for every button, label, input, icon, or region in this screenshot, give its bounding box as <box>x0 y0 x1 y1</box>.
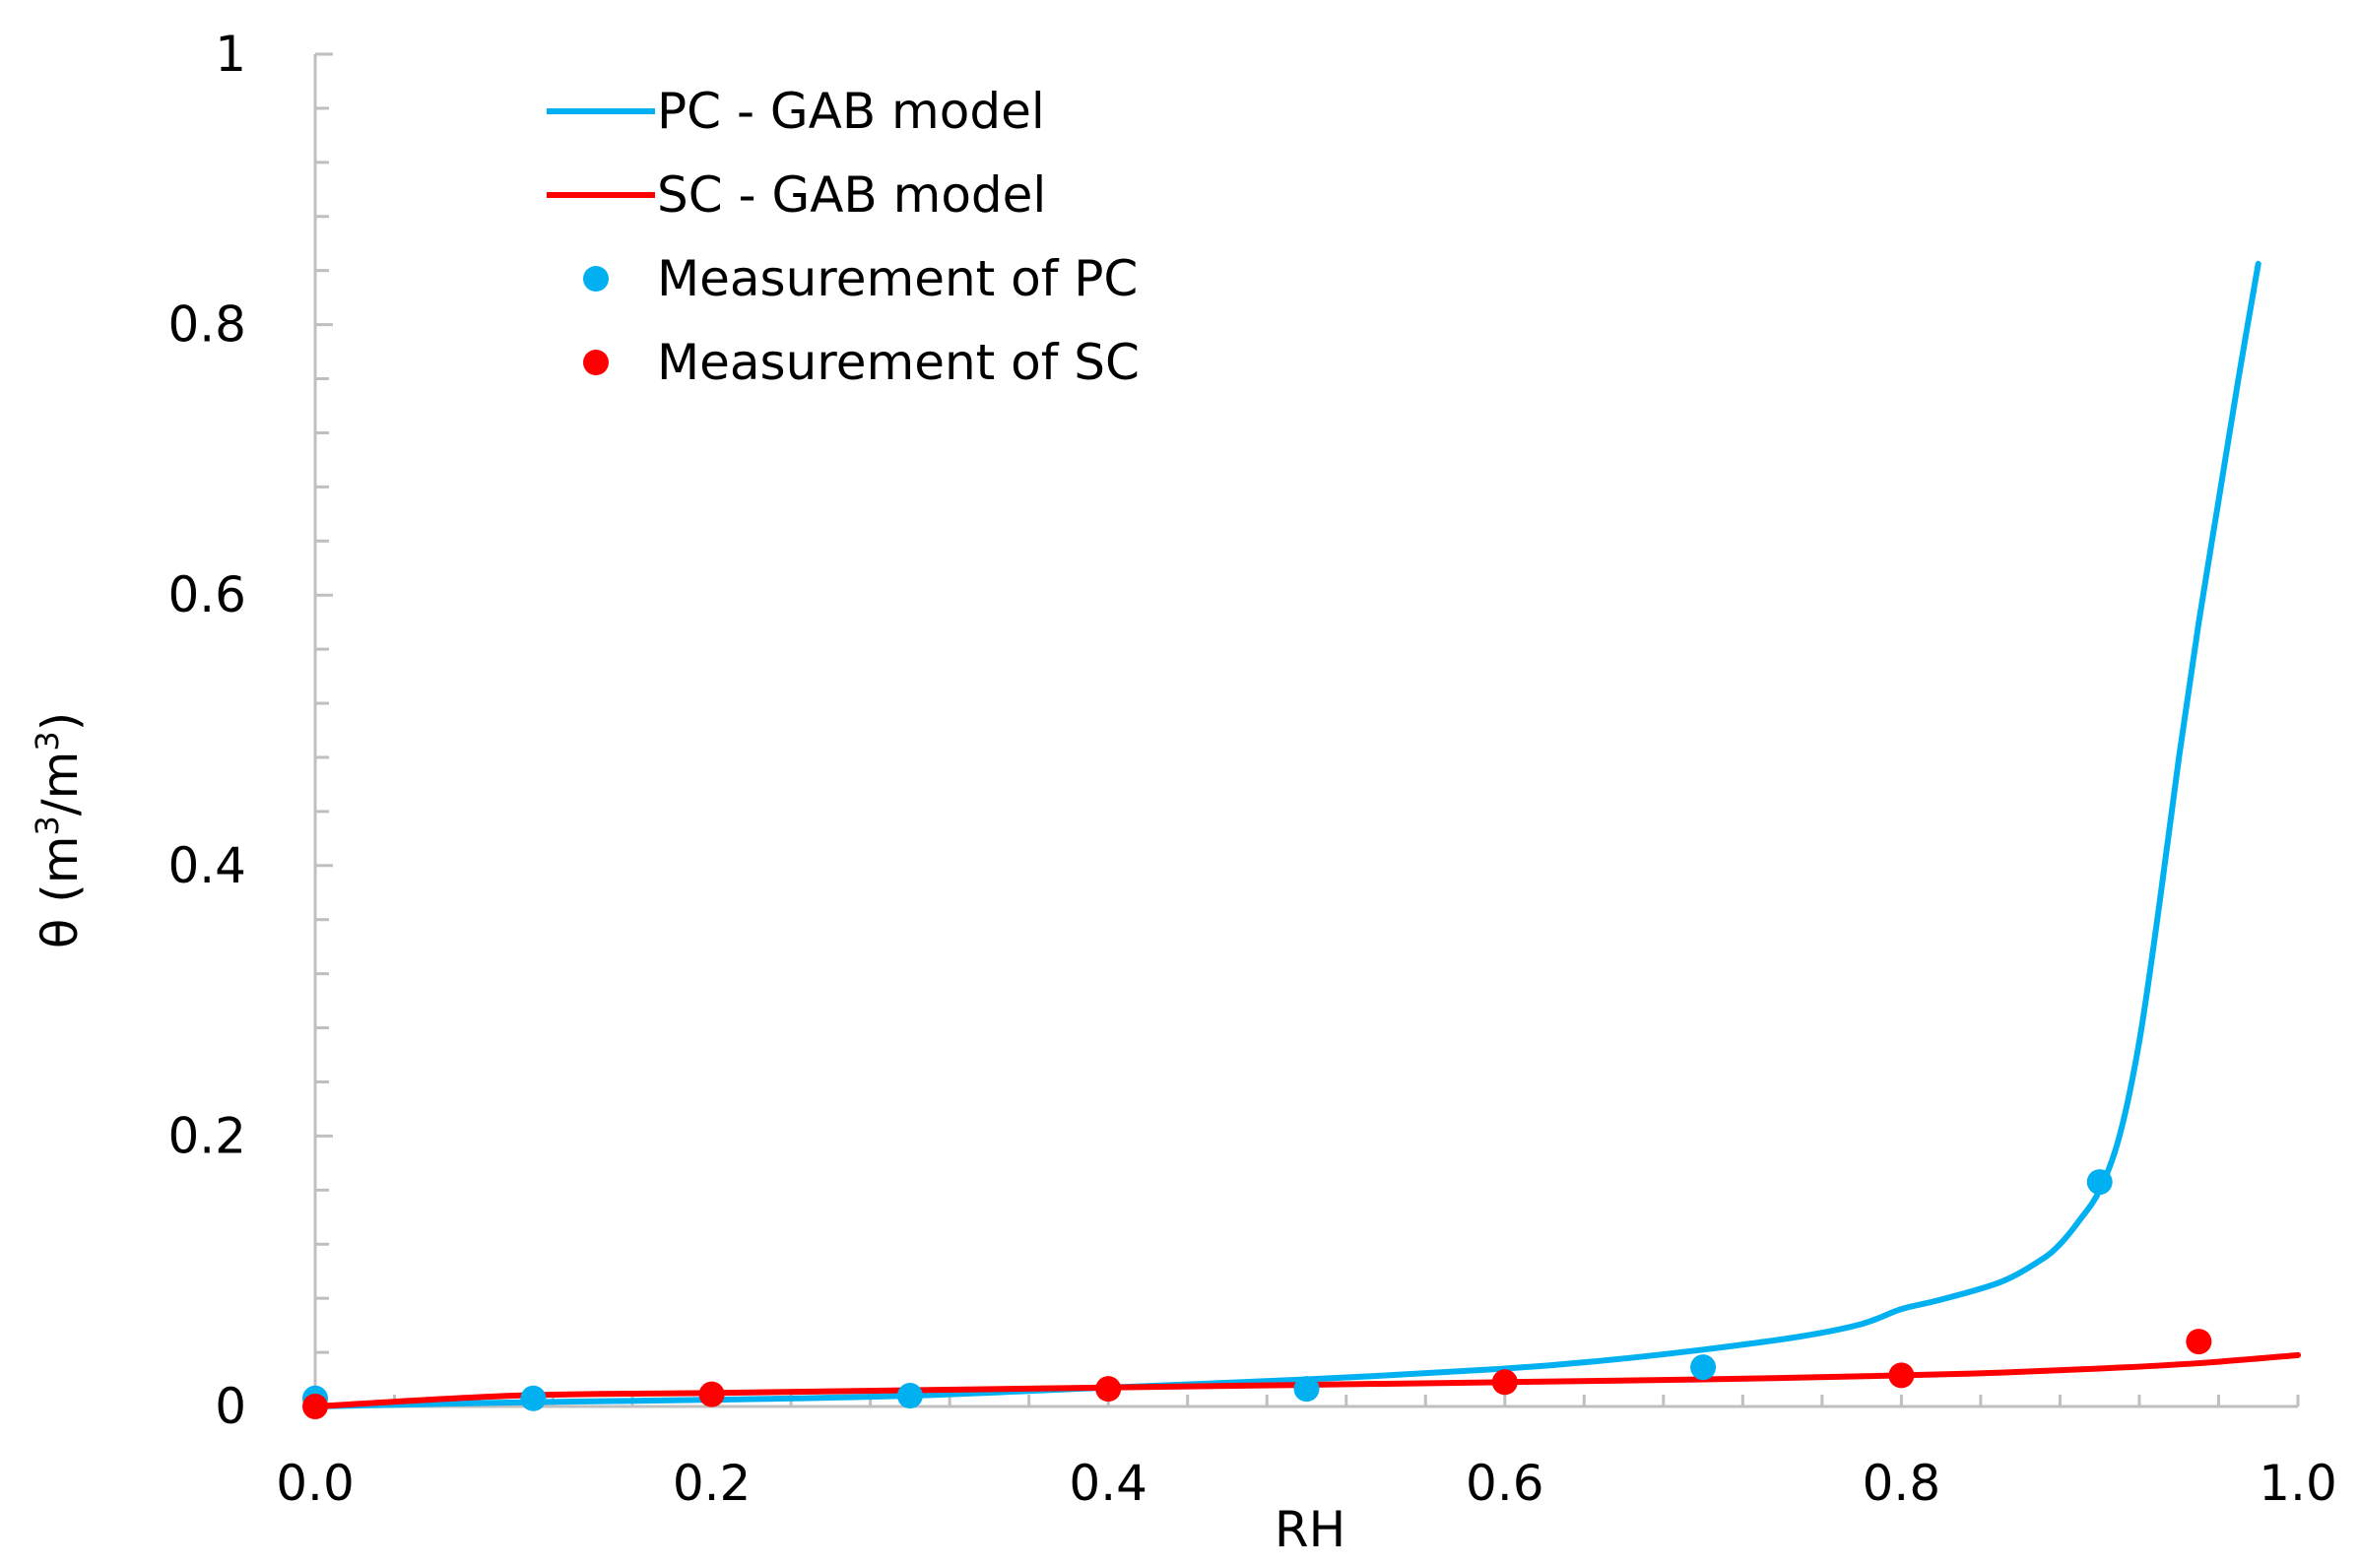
x-tick-label: 0.4 <box>1069 1455 1147 1512</box>
legend-label-pc-gab-model: PC - GAB model <box>657 83 1045 140</box>
data-point-measurement-of-sc <box>302 1394 328 1419</box>
legend-label-measurement-of-pc: Measurement of PC <box>657 250 1138 307</box>
data-point-measurement-of-pc <box>896 1383 923 1409</box>
y-axis-title: θ (m3/m3) <box>29 712 89 949</box>
series-line-sc-gab-model <box>312 1351 2301 1409</box>
y-tick-label: 0.6 <box>167 566 246 623</box>
legend-swatch-measurement-of-sc <box>583 350 609 375</box>
y-axis-title-base: θ (m <box>32 836 89 949</box>
y-axis-title-sup1: 3 <box>29 816 66 835</box>
data-point-measurement-of-sc <box>1491 1369 1518 1396</box>
y-tick-label: 0.4 <box>167 837 246 894</box>
data-point-measurement-of-pc <box>1690 1354 1717 1381</box>
x-axis-title: RH <box>1275 1501 1345 1558</box>
y-axis-title-sup2: 3 <box>29 731 66 751</box>
x-tick-label: 0.6 <box>1466 1455 1544 1512</box>
data-point-measurement-of-sc <box>698 1381 725 1407</box>
y-axis-title-mid: /m <box>32 751 89 817</box>
legend-label-measurement-of-sc: Measurement of SC <box>657 334 1140 391</box>
legend: PC - GAB model SC - GAB model Measurement … <box>547 83 1140 391</box>
y-tick-label: 0 <box>215 1378 246 1435</box>
legend-label-sc-gab-model: SC - GAB model <box>657 166 1046 224</box>
series-line-pc-gab-model <box>312 260 2261 1409</box>
data-point-measurement-of-sc <box>1888 1362 1915 1389</box>
legend-swatch-measurement-of-pc <box>583 266 609 292</box>
x-tick-label: 0.0 <box>276 1455 355 1512</box>
series-layer <box>302 260 2301 1419</box>
y-tick-label: 0.2 <box>167 1107 246 1164</box>
axes: 0 0.2 0.4 0.6 0.8 1 0.0 0.2 0.4 0.6 0.8 1.0 <box>167 26 2336 1512</box>
y-tick-label: 1 <box>215 26 246 83</box>
x-tick-label: 0.2 <box>673 1455 752 1512</box>
y-tick-label: 0.8 <box>167 296 246 354</box>
x-tick-label: 1.0 <box>2259 1455 2337 1512</box>
y-axis-title-end: ) <box>32 712 89 732</box>
data-point-measurement-of-pc <box>2086 1169 2113 1196</box>
data-point-measurement-of-sc <box>2186 1329 2212 1355</box>
data-point-measurement-of-pc <box>1293 1376 1320 1403</box>
data-point-measurement-of-pc <box>520 1385 547 1411</box>
data-point-measurement-of-sc <box>1095 1376 1122 1403</box>
x-tick-label: 0.8 <box>1863 1455 1941 1512</box>
